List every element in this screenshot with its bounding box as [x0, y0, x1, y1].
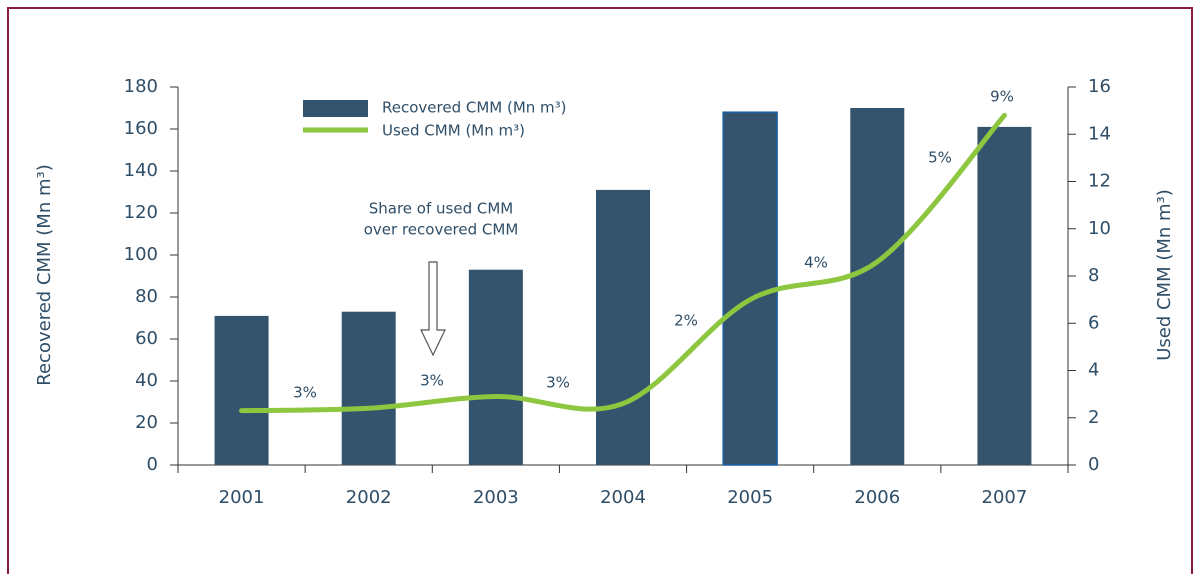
y2-tick-label: 16 [1088, 76, 1111, 97]
line [239, 112, 1007, 414]
x-tick-label: 2002 [346, 487, 392, 508]
share-label: 3% [293, 384, 317, 402]
y2-tick-label: 6 [1088, 312, 1099, 333]
y-axis-label: Recovered CMM (Mn m³) [34, 164, 55, 385]
share-label: 4% [804, 254, 828, 272]
frame [7, 7, 1193, 574]
share-label: 3% [546, 374, 570, 392]
bar [468, 269, 523, 465]
y-tick-label: 80 [135, 286, 158, 307]
y2-tick-label: 12 [1088, 171, 1111, 192]
legend-label: Used CMM (Mn m³) [382, 122, 525, 140]
y-tick-label: 120 [124, 202, 158, 223]
x-tick-label: 2007 [982, 487, 1028, 508]
y-tick-label: 0 [147, 454, 158, 475]
bar [341, 311, 396, 465]
x-tick-label: 2004 [600, 487, 646, 508]
share-label: 9% [990, 88, 1014, 106]
y2-tick-label: 0 [1088, 454, 1099, 475]
bar [214, 315, 269, 465]
share-label: 2% [674, 312, 698, 330]
y2-tick-label: 10 [1088, 218, 1111, 239]
annotation: over recovered CMM [364, 221, 519, 239]
x-tick-label: 2005 [727, 487, 773, 508]
y2-tick-label: 2 [1088, 407, 1099, 428]
y-tick-label: 160 [124, 118, 158, 139]
y2-tick-label: 8 [1088, 265, 1099, 286]
bar [596, 189, 650, 465]
y-tick-label: 60 [135, 328, 158, 349]
share-label: 3% [420, 372, 444, 390]
y-tick-label: 20 [135, 412, 158, 433]
legend-label: Recovered CMM (Mn m³) [382, 99, 567, 117]
bar [850, 108, 905, 465]
y2-tick-label: 14 [1088, 123, 1111, 144]
legend-swatch [303, 100, 368, 117]
annotation: Share of used CMM [369, 200, 513, 218]
x-tick-label: 2003 [473, 487, 519, 508]
share-label: 5% [928, 149, 952, 167]
y-tick-label: 40 [135, 370, 158, 391]
x-tick-label: 2006 [854, 487, 900, 508]
y2-tick-label: 4 [1088, 360, 1099, 381]
y-tick-label: 140 [124, 160, 158, 181]
bar [977, 126, 1032, 466]
y-tick-label: 180 [124, 76, 158, 97]
y2-axis-label: Used CMM (Mn m³) [1154, 189, 1175, 361]
bar [722, 111, 778, 466]
y-tick-label: 100 [124, 244, 158, 265]
annotation-arrow [420, 261, 446, 357]
x-tick-label: 2001 [219, 487, 265, 508]
